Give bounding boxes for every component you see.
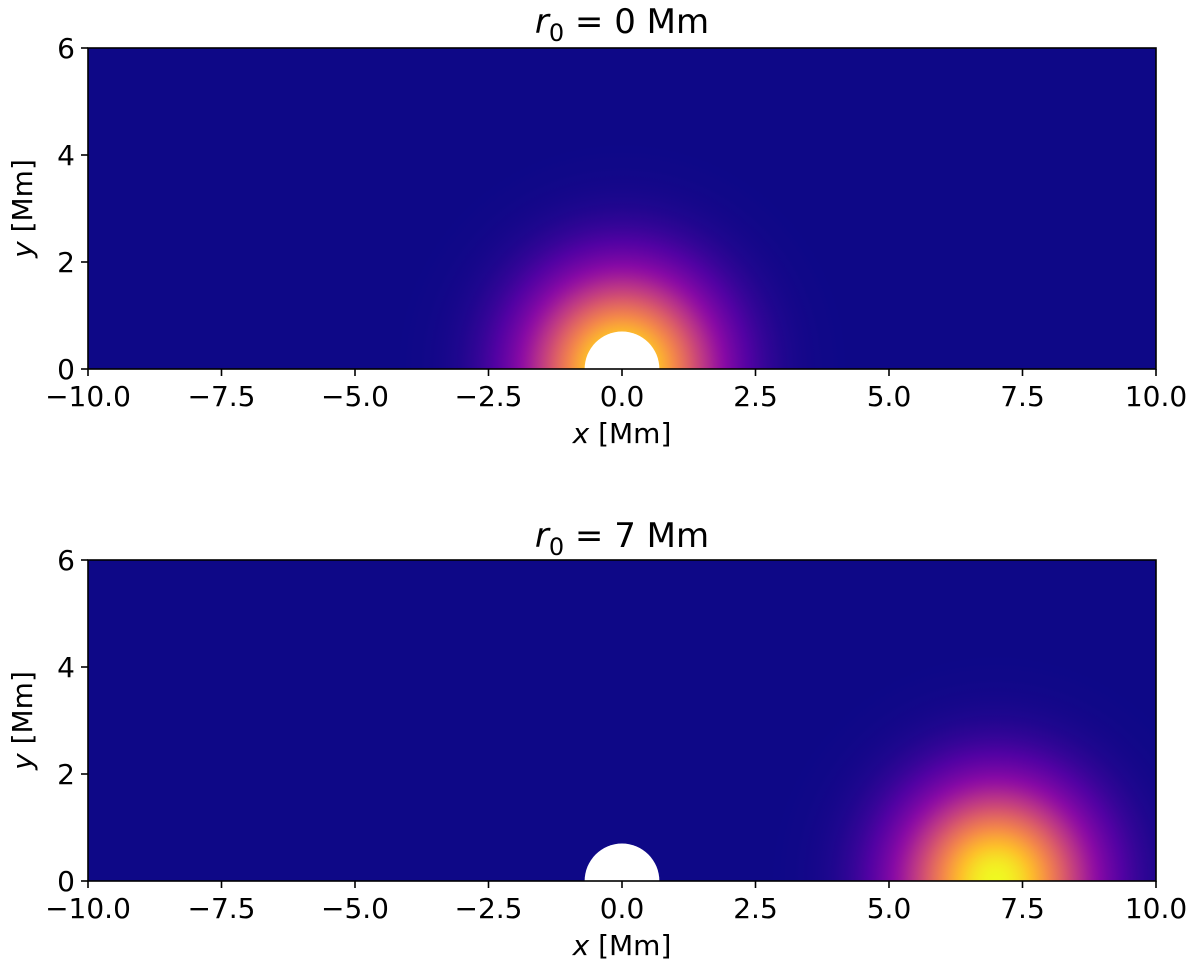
- masked-semicircle: [584, 331, 660, 369]
- x-tick-label: −5.0: [321, 380, 389, 413]
- x-tick-label: 0.0: [600, 892, 645, 925]
- x-tick-label: −10.0: [45, 892, 131, 925]
- x-tick-label: 10.0: [1125, 892, 1187, 925]
- x-tick-label: −2.5: [455, 892, 523, 925]
- y-axis-label: y [Mm]: [6, 671, 39, 771]
- chart-title: r0 = 0 Mm: [535, 2, 709, 47]
- x-tick-label: 2.5: [733, 892, 778, 925]
- y-tick-label: 4: [57, 139, 75, 172]
- x-tick-label: 5.0: [867, 892, 912, 925]
- x-tick-label: −5.0: [321, 892, 389, 925]
- y-tick-label: 6: [57, 32, 75, 65]
- y-tick-label: 2: [57, 246, 75, 279]
- heatmap-field: [88, 560, 1156, 881]
- y-axis-label: y [Mm]: [6, 159, 39, 259]
- x-tick-label: −10.0: [45, 380, 131, 413]
- panel-1: −10.0 −7.5 −5.0 −2.5 0.0 2.5 5.0 7.5 10.0 0 2 4 6 r0 …: [6, 2, 1187, 450]
- y-tick-label: 0: [57, 353, 75, 386]
- chart-title: r0 = 7 Mm: [535, 516, 709, 561]
- y-tick-label: 2: [57, 758, 75, 791]
- x-tick-label: 0.0: [600, 380, 645, 413]
- x-tick-label: −2.5: [455, 380, 523, 413]
- y-tick-label: 6: [57, 544, 75, 577]
- masked-semicircle: [584, 843, 660, 881]
- x-tick-label: 7.5: [1000, 892, 1045, 925]
- x-tick-label: 7.5: [1000, 380, 1045, 413]
- x-axis-label: x [Mm]: [572, 417, 672, 450]
- x-tick-label: −7.5: [188, 380, 256, 413]
- y-tick-label: 4: [57, 651, 75, 684]
- y-tick-label: 0: [57, 865, 75, 898]
- x-tick-label: 2.5: [733, 380, 778, 413]
- x-tick-label: −7.5: [188, 892, 256, 925]
- x-tick-label: 10.0: [1125, 380, 1187, 413]
- heatmap-field: [88, 48, 1156, 369]
- x-tick-label: 5.0: [867, 380, 912, 413]
- x-axis-label: x [Mm]: [572, 929, 672, 962]
- panel-2: −10.0 −7.5 −5.0 −2.5 0.0 2.5 5.0 7.5 10.0 0 2 4 6 r0 …: [6, 516, 1187, 962]
